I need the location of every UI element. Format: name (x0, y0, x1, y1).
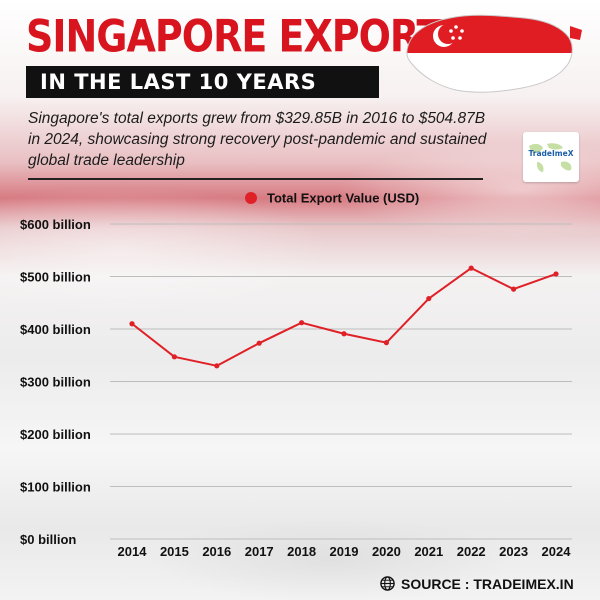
x-tick-label: 2015 (160, 544, 189, 559)
x-tick-label: 2020 (372, 544, 401, 559)
x-tick-label: 2014 (118, 544, 148, 559)
legend-marker (245, 191, 257, 204)
chart-legend: Total Export Value (USD) (245, 189, 419, 207)
data-point (468, 265, 474, 271)
globe-icon (380, 576, 395, 592)
x-tick-label: 2017 (245, 544, 274, 559)
x-tick-label: 2018 (287, 544, 316, 559)
y-tick-label: $200 billion (20, 427, 91, 442)
source-note: SOURCE : TRADEIMEX.IN (380, 575, 574, 593)
world-map-icon (529, 143, 572, 172)
series-line (131, 267, 557, 367)
data-point (171, 354, 177, 360)
data-point (510, 286, 517, 292)
x-tick-label: 2023 (499, 544, 528, 559)
description-text: Singapore's total exports grew from $329… (28, 110, 487, 169)
y-tick-label: $300 billion (20, 375, 91, 390)
page-subtitle: IN THE LAST 10 YEARS (40, 70, 317, 94)
y-tick-label: $0 billion (20, 532, 76, 547)
data-point (553, 271, 559, 277)
y-tick-label: $600 billion (20, 217, 91, 232)
y-tick-label: $100 billion (20, 480, 91, 495)
x-tick-label: 2021 (414, 544, 443, 559)
divider (28, 178, 483, 180)
y-tick-label: $400 billion (20, 322, 91, 337)
data-point (426, 295, 432, 302)
source-text: SOURCE : TRADEIMEX.IN (401, 575, 574, 592)
subtitle-banner: IN THE LAST 10 YEARS (26, 66, 379, 98)
y-tick-label: $500 billion (20, 270, 91, 285)
x-tick-label: 2022 (457, 544, 486, 559)
x-tick-label: 2024 (542, 544, 572, 559)
data-point (214, 363, 220, 369)
data-point (341, 331, 347, 337)
page-title: SINGAPORE EXPORTS (26, 10, 469, 62)
data-point (383, 340, 389, 346)
data-point (129, 321, 135, 327)
x-tick-label: 2019 (330, 544, 359, 559)
data-point (299, 320, 305, 326)
x-tick-label: 2016 (202, 544, 231, 559)
logo-text: TradeImeX (528, 149, 574, 158)
singapore-flag-map (398, 6, 588, 107)
legend-label: Total Export Value (USD) (267, 190, 420, 206)
tradeimex-logo[interactable]: TradeImeX (523, 132, 579, 182)
data-point (256, 340, 262, 346)
